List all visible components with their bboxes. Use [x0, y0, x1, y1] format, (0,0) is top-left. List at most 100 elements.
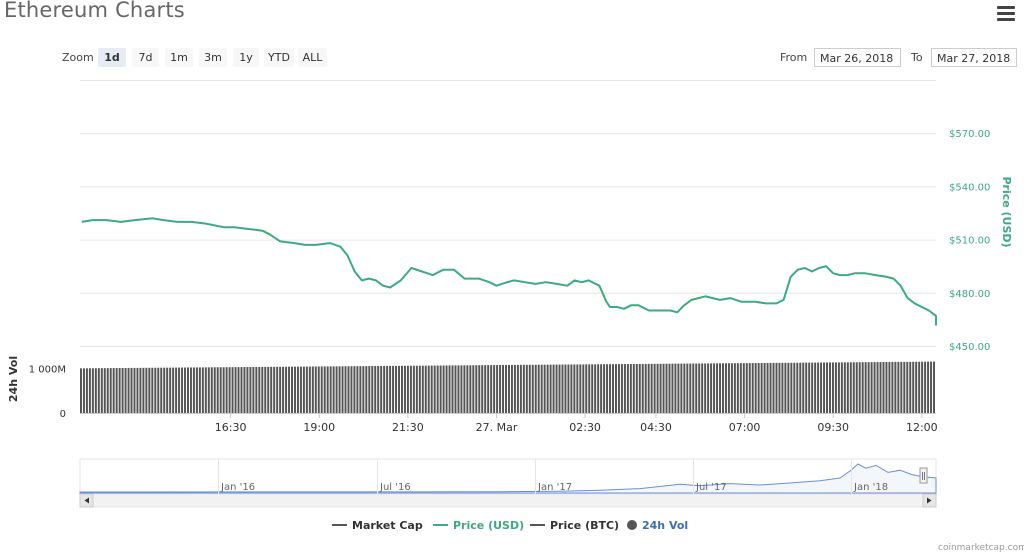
- volume-bar: [448, 365, 451, 413]
- volume-bar: [276, 366, 279, 413]
- volume-bar: [424, 365, 427, 413]
- volume-bar: [374, 366, 377, 413]
- volume-bar: [864, 362, 867, 413]
- volume-bar: [163, 367, 166, 413]
- volume-bar: [683, 363, 686, 413]
- volume-bar: [739, 363, 742, 413]
- volume-bar: [546, 364, 549, 413]
- volume-bar: [879, 362, 882, 413]
- volume-bar: [109, 368, 112, 413]
- volume-bar: [843, 362, 846, 413]
- legend-item-market-cap[interactable]: Market Cap: [332, 519, 423, 532]
- volume-bar: [585, 364, 588, 413]
- volume-bar: [736, 363, 739, 413]
- price-chart[interactable]: $450.00 $480.00 $510.00 $540.00 $570.00 Pric…: [0, 0, 1024, 520]
- volume-bar: [323, 366, 326, 413]
- navigator-tick-label: Jan '18: [853, 482, 888, 493]
- volume-bar: [189, 367, 192, 413]
- volume-bar: [805, 362, 808, 413]
- zoom-1d-button[interactable]: 1d: [98, 48, 126, 67]
- price-axis-label: Price (USD): [1000, 176, 1013, 247]
- zoom-all-button[interactable]: ALL: [298, 48, 327, 67]
- volume-bar: [653, 363, 656, 413]
- zoom-1y-button[interactable]: 1y: [233, 48, 259, 67]
- volume-bar: [231, 367, 234, 413]
- volume-bar: [814, 362, 817, 413]
- volume-bar: [380, 365, 383, 413]
- volume-bar: [82, 368, 85, 413]
- volume-bar: [677, 363, 680, 413]
- volume-bar: [769, 362, 772, 413]
- zoom-ytd-button[interactable]: YTD: [264, 48, 294, 67]
- volume-bar: [772, 362, 775, 413]
- volume-bar: [415, 365, 418, 413]
- volume-bar: [576, 364, 579, 413]
- navigator[interactable]: Jan '16 Jul '16 Jan '17 Jul '17 Jan '18: [79, 458, 937, 495]
- volume-bar: [332, 366, 335, 413]
- time-tick-label: 16:30: [215, 421, 247, 434]
- volume-bar: [594, 364, 597, 413]
- volume-bar: [499, 365, 502, 413]
- from-date-input[interactable]: Mar 26, 2018: [814, 48, 901, 67]
- legend-label: Price (USD): [453, 519, 525, 532]
- menu-icon[interactable]: [997, 6, 1015, 22]
- volume-bar: [505, 365, 507, 413]
- volume-bar: [730, 363, 733, 413]
- volume-bar: [288, 366, 291, 413]
- volume-bar: [692, 363, 695, 413]
- volume-bar: [279, 366, 282, 413]
- volume-axis-label: 24h Vol: [7, 356, 20, 402]
- volume-bar: [344, 366, 347, 413]
- volume-bar: [249, 367, 252, 413]
- volume-bar: [722, 363, 724, 413]
- navigator-tick-label: Jan '17: [537, 482, 572, 493]
- volume-bar: [591, 364, 594, 413]
- volume-bar: [662, 363, 665, 413]
- navigator-scrollbar[interactable]: [79, 493, 937, 508]
- volume-bar: [106, 368, 109, 413]
- navigator-handle[interactable]: [919, 467, 928, 484]
- zoom-3m-button[interactable]: 3m: [199, 48, 227, 67]
- volume-bar: [766, 362, 769, 413]
- volume-bar: [469, 365, 472, 413]
- volume-bar: [861, 362, 864, 413]
- volume-bar: [564, 364, 567, 413]
- volume-bar: [502, 365, 505, 413]
- volume-bar: [403, 365, 406, 413]
- volume-bar: [311, 366, 314, 413]
- volume-bar: [790, 362, 793, 413]
- volume-bar: [686, 363, 689, 413]
- volume-bar: [567, 364, 570, 413]
- legend-item-price-btc[interactable]: Price (BTC): [530, 519, 619, 532]
- navigator-tick-label: Jan '16: [220, 482, 255, 493]
- legend-item-24h-vol[interactable]: 24h Vol: [627, 519, 688, 532]
- volume-bar: [612, 364, 614, 413]
- volume-bar: [139, 367, 142, 413]
- volume-bar: [383, 365, 386, 413]
- volume-bar: [837, 362, 840, 413]
- volume-bar: [386, 365, 389, 413]
- volume-bar: [802, 362, 805, 413]
- volume-tick-label: 1 000M: [29, 364, 66, 375]
- to-date-input[interactable]: Mar 27, 2018: [931, 48, 1017, 67]
- volume-bar: [552, 364, 555, 413]
- volume-bar: [216, 367, 219, 413]
- volume-bar: [365, 366, 368, 413]
- volume-bar: [751, 363, 754, 413]
- zoom-1m-button[interactable]: 1m: [165, 48, 193, 67]
- volume-bar: [606, 364, 609, 413]
- volume-bar: [713, 363, 716, 413]
- volume-bar: [496, 365, 499, 413]
- volume-bar: [555, 364, 558, 413]
- volume-bar: [195, 367, 198, 413]
- volume-bar: [525, 364, 528, 413]
- volume-bar: [891, 361, 894, 413]
- volume-bar: [588, 364, 591, 413]
- volume-bar: [124, 367, 127, 413]
- zoom-7d-button[interactable]: 7d: [132, 48, 159, 67]
- volume-bar: [719, 363, 721, 413]
- volume-bar: [442, 365, 445, 413]
- legend-item-price-usd[interactable]: Price (USD): [433, 519, 524, 532]
- volume-bar: [240, 367, 243, 413]
- volume-bar: [377, 366, 380, 413]
